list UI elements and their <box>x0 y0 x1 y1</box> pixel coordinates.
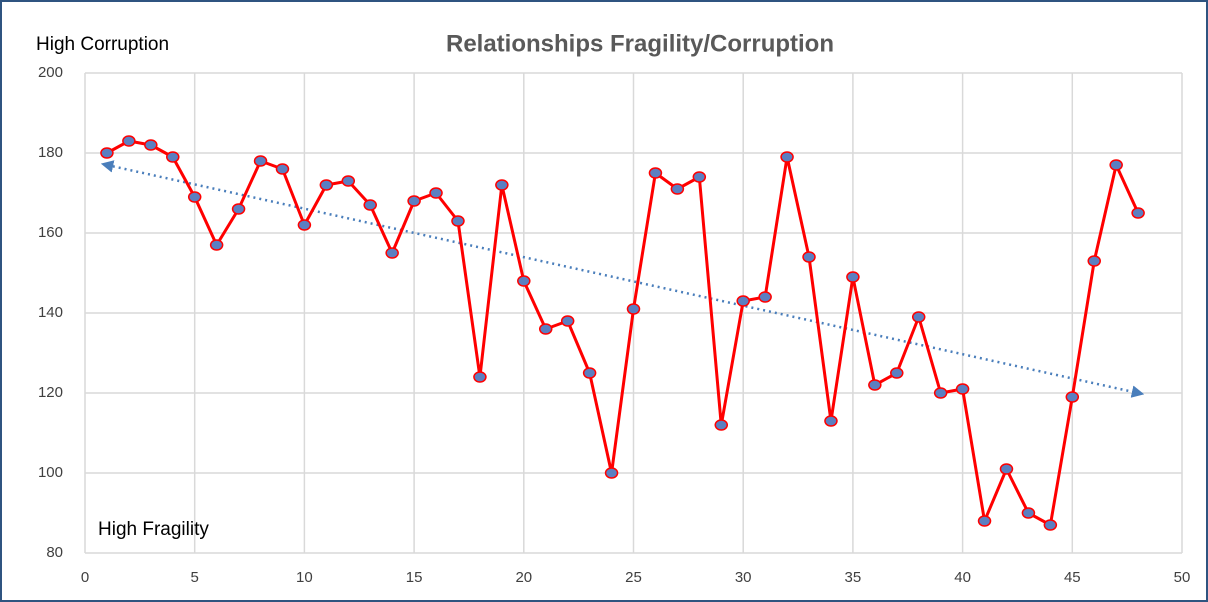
data-point <box>1043 519 1058 531</box>
data-point <box>495 179 509 191</box>
x-tick-label: 45 <box>1064 569 1081 586</box>
data-point <box>626 303 641 315</box>
data-point <box>253 155 268 167</box>
x-tick-label: 40 <box>954 569 971 586</box>
data-point <box>736 295 750 307</box>
data-point <box>890 367 904 379</box>
x-tick-label: 10 <box>296 569 313 586</box>
data-point <box>714 419 729 431</box>
x-tick-label: 20 <box>515 569 532 586</box>
data-point <box>1131 207 1145 219</box>
data-point <box>1109 159 1123 171</box>
data-point <box>999 463 1014 475</box>
x-tick-label: 25 <box>625 569 642 586</box>
y-tick-label: 120 <box>38 384 63 401</box>
data-point <box>473 371 487 383</box>
data-point <box>1065 391 1080 403</box>
y-tick-label: 80 <box>46 544 63 561</box>
data-point <box>538 323 553 335</box>
annotation: High Corruption <box>36 34 169 55</box>
x-tick-label: 0 <box>81 569 89 586</box>
data-point <box>231 203 246 215</box>
chart-title: Relationships Fragility/Corruption <box>446 30 834 57</box>
data-point <box>670 183 685 195</box>
data-point <box>802 251 816 263</box>
data-point <box>758 291 772 303</box>
x-tick-label: 35 <box>845 569 862 586</box>
data-point <box>846 271 860 283</box>
y-tick-label: 180 <box>38 144 63 161</box>
annotation: High Fragility <box>98 519 209 540</box>
trendline <box>100 160 1145 398</box>
data-point <box>824 415 838 427</box>
data-point <box>933 387 948 399</box>
data-point <box>955 383 970 395</box>
data-point <box>363 199 377 211</box>
data-point <box>977 515 992 527</box>
data-point <box>209 239 224 251</box>
data-point <box>166 151 180 163</box>
data-point <box>692 171 707 183</box>
x-tick-label: 50 <box>1174 569 1191 586</box>
data-point <box>100 147 114 159</box>
x-tick-label: 15 <box>406 569 423 586</box>
data-point <box>451 215 465 227</box>
data-point <box>122 135 136 147</box>
data-point <box>429 187 443 199</box>
data-point <box>868 379 882 391</box>
data-point <box>319 179 334 191</box>
data-point <box>517 275 531 287</box>
data-point <box>275 163 290 175</box>
x-tick-label: 5 <box>191 569 199 586</box>
data-point <box>582 367 597 379</box>
y-tick-label: 140 <box>38 304 63 321</box>
data-point <box>297 219 312 231</box>
data-point <box>604 467 619 479</box>
data-point <box>1021 507 1036 519</box>
y-tick-label: 100 <box>38 464 63 481</box>
data-point <box>1087 255 1101 267</box>
y-tick-label: 160 <box>38 224 63 241</box>
data-point <box>144 139 158 151</box>
y-tick-label: 200 <box>38 64 63 81</box>
data-point <box>385 247 399 259</box>
data-point <box>648 167 663 179</box>
data-point <box>407 195 421 207</box>
data-point <box>911 311 926 323</box>
data-point <box>341 175 356 187</box>
data-point <box>187 191 202 203</box>
data-point <box>780 151 794 163</box>
plot <box>100 135 1145 531</box>
x-tick-label: 30 <box>735 569 752 586</box>
data-point <box>560 315 575 327</box>
